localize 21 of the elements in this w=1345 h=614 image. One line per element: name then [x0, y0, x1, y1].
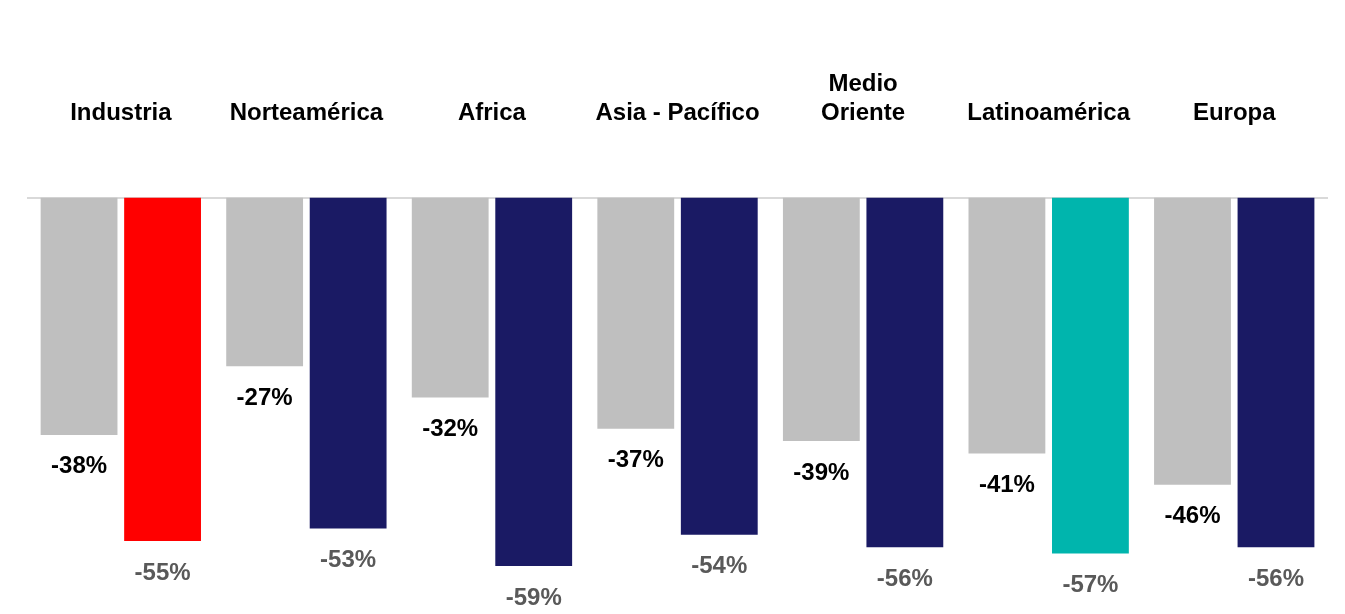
- x-tick-label: Asia - Pacífico: [595, 97, 760, 125]
- x-tick-label: Medio Oriente: [821, 69, 906, 125]
- data-label: -56%: [876, 563, 933, 591]
- data-label: -54%: [691, 551, 748, 579]
- x-tick-label: Industria: [70, 97, 173, 125]
- data-label: -39%: [793, 457, 850, 485]
- data-label: -32%: [422, 414, 479, 442]
- data-label: -37%: [607, 445, 664, 473]
- x-tick-label: Norteamérica: [229, 97, 384, 125]
- data-label: -38%: [51, 451, 108, 479]
- data-label: -41%: [978, 470, 1035, 498]
- x-tick-label: Europa: [1192, 97, 1277, 125]
- x-tick-label: Africa: [457, 97, 527, 125]
- data-label: -59%: [505, 582, 562, 610]
- data-label: -56%: [1247, 563, 1304, 591]
- data-label: -57%: [1062, 570, 1119, 598]
- data-label: -46%: [1164, 501, 1221, 529]
- data-label: -55%: [134, 557, 191, 585]
- data-label: -53%: [320, 545, 377, 573]
- x-tick-label: Latinoamérica: [967, 97, 1131, 125]
- data-label: -27%: [236, 382, 293, 410]
